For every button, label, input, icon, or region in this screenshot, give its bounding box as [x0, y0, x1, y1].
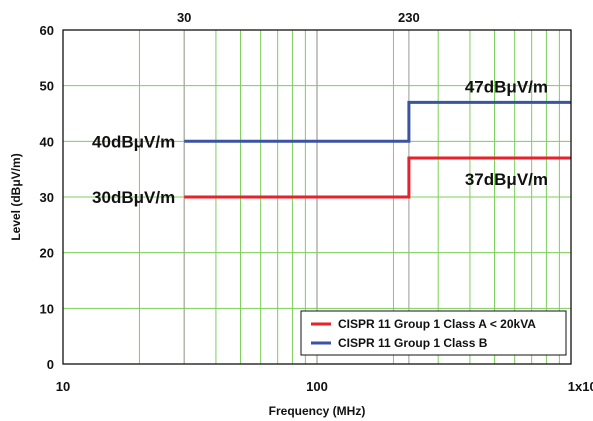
y-tick-label: 60	[40, 23, 54, 38]
series-layer	[184, 100, 571, 199]
top-tick-label: 30	[177, 10, 191, 25]
annotation-label: 47dBμV/m	[465, 77, 548, 96]
annotation-label: 30dBμV/m	[92, 188, 175, 207]
y-tick-label: 20	[40, 246, 54, 261]
x-tick-label: 100	[306, 379, 328, 394]
top-tick-label: 230	[398, 10, 420, 25]
series-line-0	[184, 156, 571, 199]
legend-label: CISPR 11 Group 1 Class A < 20kVA	[338, 317, 536, 331]
grid-layer	[63, 30, 571, 364]
x-axis-title: Frequency (MHz)	[269, 404, 366, 418]
legend: CISPR 11 Group 1 Class A < 20kVA CISPR 11…	[300, 310, 567, 356]
legend-label: CISPR 11 Group 1 Class B	[338, 336, 488, 350]
y-tick-labels: 0 10 20 30 40 50 60	[40, 23, 54, 372]
legend-box	[300, 310, 567, 356]
y-tick-label: 40	[40, 134, 54, 149]
annotation-labels: 40dBμV/m 30dBμV/m 47dBμV/m 37dBμV/m	[92, 77, 548, 207]
x-tick-label: 10	[56, 379, 70, 394]
series-line-1	[184, 100, 571, 143]
y-axis-title: Level (dBμV/m)	[9, 153, 23, 240]
y-tick-label: 10	[40, 301, 54, 316]
plot-frame	[62, 29, 572, 365]
x-tick-label: 1x103	[568, 377, 593, 394]
y-tick-label: 50	[40, 79, 54, 94]
y-tick-label: 30	[40, 190, 54, 205]
annotation-label: 37dBμV/m	[465, 170, 548, 189]
top-tick-labels: 30 230	[177, 10, 420, 25]
x-tick-labels: 10 100 1x103	[56, 377, 593, 394]
y-tick-label: 0	[47, 357, 54, 372]
annotation-label: 40dBμV/m	[92, 132, 175, 151]
